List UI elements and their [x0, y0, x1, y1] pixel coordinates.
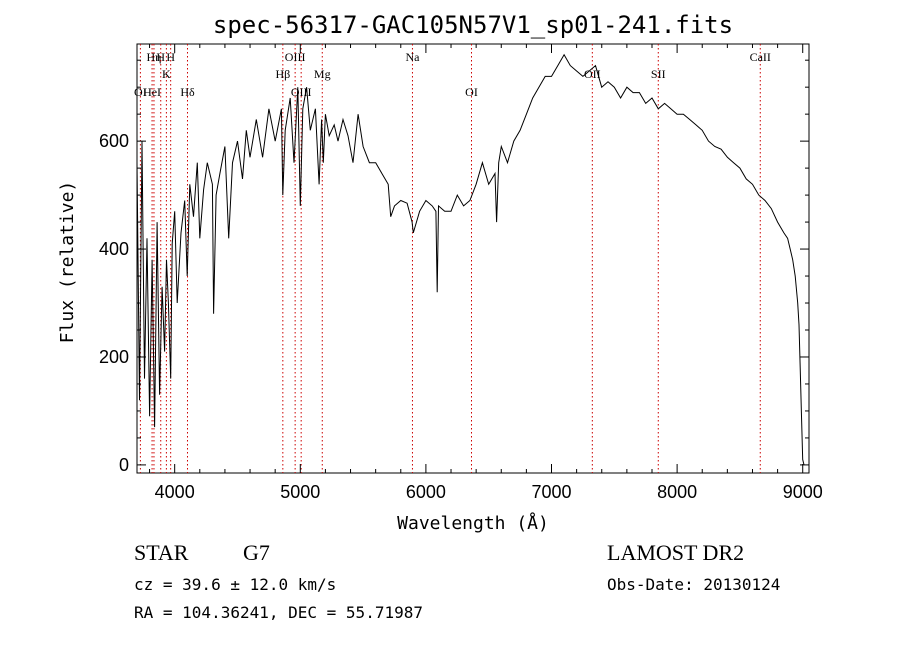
x-tick-label: 5000: [280, 482, 320, 502]
object-class: STAR: [134, 540, 189, 565]
spectrum-series: [136, 53, 805, 466]
y-tick-label: 600: [99, 131, 129, 151]
chart-title: spec-56317-GAC105N57V1_sp01-241.fits: [213, 11, 733, 39]
spectral-line-label: H: [156, 50, 165, 64]
x-axis-label: Wavelength (Å): [397, 512, 549, 534]
survey-name: LAMOST DR2: [607, 540, 744, 565]
spectral-line-label: Na: [405, 50, 420, 64]
y-tick-label: 0: [119, 455, 129, 475]
spectral-line-label: HeI: [143, 85, 161, 99]
x-tick-label: 8000: [657, 482, 697, 502]
obs-date: Obs-Date: 20130124: [607, 575, 780, 594]
spectral-line-label: Mg: [314, 67, 331, 81]
coordinates: RA = 104.36241, DEC = 55.71987: [134, 603, 423, 622]
axis-ticks: 4000 5000 6000 7000 8000 9000 0 200 400 600: [99, 44, 823, 502]
x-tick-label: 6000: [406, 482, 446, 502]
spectral-line-label: K: [162, 67, 171, 81]
redshift-cz: cz = 39.6 ± 12.0 km/s: [134, 575, 336, 594]
spectral-line-label: Hβ: [275, 67, 290, 81]
y-tick-label: 400: [99, 239, 129, 259]
spectral-line-label: OIII: [285, 50, 306, 64]
plot-frame: [136, 43, 810, 474]
spectral-line-label: CaII: [750, 50, 771, 64]
spectral-line-label: SII: [651, 67, 666, 81]
x-tick-label: 4000: [155, 482, 195, 502]
y-axis-label: Flux (relative): [57, 181, 78, 344]
spectral-line-label: OI: [134, 85, 147, 99]
subclass: G7: [243, 540, 270, 565]
y-tick-label: 200: [99, 347, 129, 367]
spectral-line-label: Hη: [146, 50, 161, 64]
spectral-line-label: OI: [465, 85, 478, 99]
spectral-line-label: H: [166, 50, 175, 64]
spectral-line-label: OIII: [291, 85, 312, 99]
x-tick-label: 9000: [783, 482, 823, 502]
spectral-line-label: Hδ: [180, 85, 195, 99]
x-tick-label: 7000: [531, 482, 571, 502]
